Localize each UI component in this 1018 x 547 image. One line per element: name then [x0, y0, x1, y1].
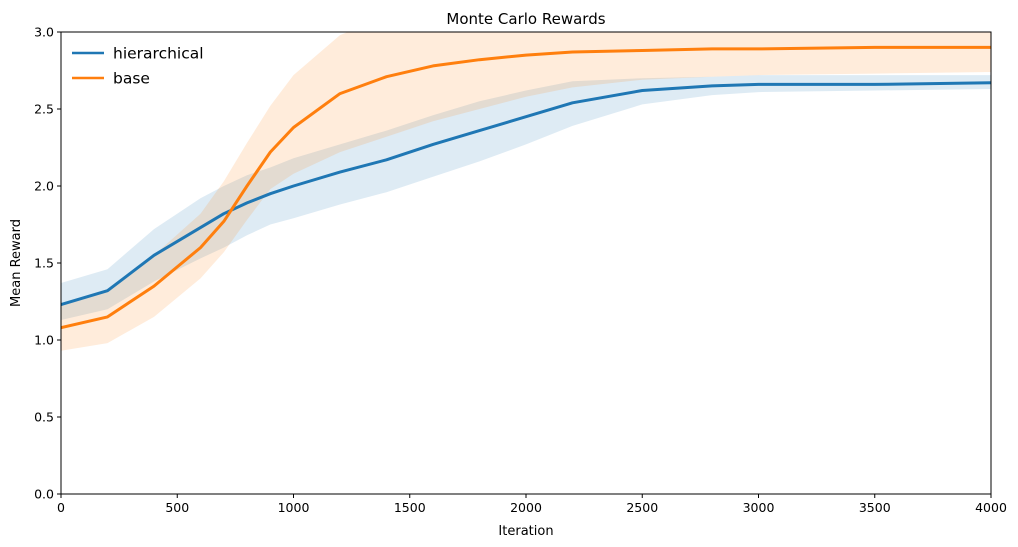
band-base	[61, 32, 991, 351]
x-tick-label-3000: 3000	[743, 500, 775, 515]
band-hierarchical	[61, 75, 991, 320]
legend-label-base: base	[113, 70, 150, 88]
x-tick-label-500: 500	[165, 500, 189, 515]
y-tick-label-2: 2.0	[34, 179, 54, 194]
x-axis: 0 500 1000 1500 2000 2500 3000 3500 4000	[57, 494, 1007, 515]
y-tick-label-0.5: 0.5	[34, 410, 54, 425]
x-tick-label-2000: 2000	[510, 500, 542, 515]
x-tick-label-4000: 4000	[975, 500, 1007, 515]
y-tick-label-2.5: 2.5	[34, 102, 54, 117]
x-axis-label: Iteration	[498, 524, 553, 539]
y-tick-label-3: 3.0	[34, 25, 54, 40]
y-tick-label-0: 0.0	[34, 487, 54, 502]
legend: hierarchical base	[72, 45, 204, 88]
y-axis-label: Mean Reward	[9, 219, 24, 307]
x-tick-label-2500: 2500	[626, 500, 658, 515]
y-tick-label-1: 1.0	[34, 333, 54, 348]
x-tick-label-1500: 1500	[394, 500, 426, 515]
line-hierarchical	[61, 81, 991, 307]
confidence-bands	[61, 32, 991, 351]
x-tick-label-3500: 3500	[859, 500, 891, 515]
chart-title: Monte Carlo Rewards	[446, 10, 605, 28]
series-lines	[61, 45, 991, 330]
y-tick-label-1.5: 1.5	[34, 256, 54, 271]
line-base	[61, 45, 991, 330]
legend-label-hierarchical: hierarchical	[113, 45, 204, 63]
y-axis: 0.0 0.5 1.0 1.5 2.0 2.5 3.0	[34, 25, 61, 502]
x-tick-label-0: 0	[57, 500, 65, 515]
x-tick-label-1000: 1000	[278, 500, 310, 515]
